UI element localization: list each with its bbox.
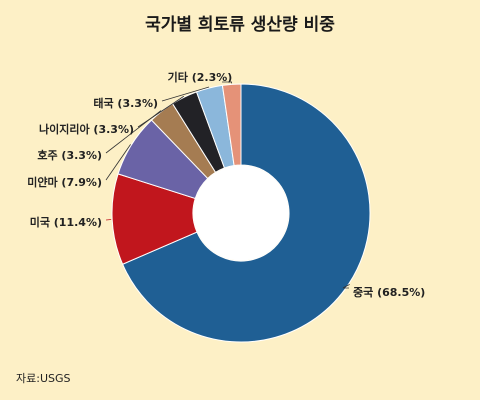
- slice-label-3: 호주 (3.3%): [37, 148, 102, 162]
- slice-6: [221, 83, 242, 167]
- slice-0: [121, 83, 371, 343]
- slice-label-6: 기타 (2.3%): [168, 70, 233, 84]
- leader-line-4: [137, 95, 185, 128]
- slice-label-4: 나이지리아 (3.3%): [39, 122, 134, 136]
- slice-label-1: 미국 (11.4%): [30, 215, 102, 229]
- source-note: 자료:USGS: [16, 372, 71, 385]
- slice-label-2: 미얀마 (7.9%): [27, 175, 102, 189]
- leader-line-2: [105, 144, 131, 181]
- leader-line-6: [222, 81, 233, 84]
- leader-line-5: [161, 86, 210, 102]
- slice-label-0: 중국 (68.5%): [353, 286, 425, 299]
- donut-hole: [193, 165, 289, 261]
- chart-title: 국가별 희토류 생산량 비중: [145, 15, 335, 35]
- leader-line-0: [342, 284, 350, 289]
- slice-label-5: 태국 (3.3%): [93, 96, 158, 110]
